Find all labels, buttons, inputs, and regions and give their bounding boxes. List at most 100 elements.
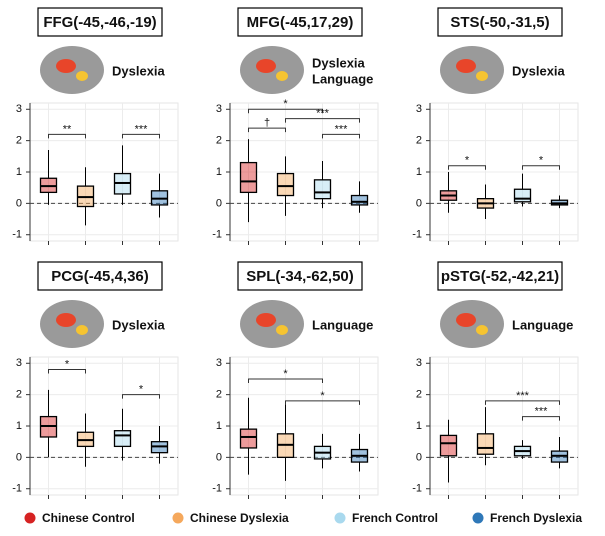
y-tick-label: 2 [216,389,222,401]
y-tick-label: 1 [16,420,22,432]
y-tick-label: 0 [216,451,222,463]
y-tick-label: 0 [16,197,22,209]
y-tick-label: 0 [416,451,422,463]
panel-title: STS(-50,-31,5) [450,14,549,31]
activation [76,71,88,81]
y-tick-label: 2 [16,389,22,401]
title-box [37,261,163,291]
y-tick-label: 1 [216,166,222,178]
y-tick-label: 1 [16,166,22,178]
y-tick-label: 2 [216,135,222,147]
y-tick-label: 0 [216,197,222,209]
significance-bracket [522,165,560,170]
legend-label: Chinese Dyslexia [190,511,289,525]
annotation: Language [312,317,373,332]
activation [276,325,288,335]
y-tick-label: -1 [12,229,22,241]
y-tick-label: -1 [412,483,422,495]
box [239,161,258,194]
y-tick-label: 0 [16,451,22,463]
panel: pSTG(-52,-42,21) Language -1 0 1 2 3 *** *** [412,261,579,499]
legend-marker [334,512,346,524]
significance-label: * [283,98,288,110]
panel: PCG(-45,4,36) Dyslexia -1 0 1 2 3 * * [12,261,179,499]
legend-marker [172,512,184,524]
activation [256,59,276,73]
panel-title: SPL(-34,-62,50) [246,268,354,285]
y-tick-label: 3 [416,357,422,369]
annotation: Dyslexia [112,63,166,78]
significance-bracket [285,400,360,405]
activation [456,59,476,73]
annotation: Dyslexia [112,317,166,332]
annotation: Dyslexia [312,55,366,70]
legend-marker [24,512,36,524]
legend-label: Chinese Control [42,511,135,525]
y-tick-label: 3 [16,103,22,115]
y-tick-label: -1 [12,483,22,495]
box [276,172,295,197]
box [313,179,332,200]
title-box [237,7,363,37]
panel: STS(-50,-31,5) Dyslexia -1 0 1 2 3 * * [412,7,579,245]
significance-bracket [322,133,360,139]
significance-bracket [448,165,486,170]
box [239,428,258,449]
significance-label: ** [63,123,72,135]
significance-label: *** [516,390,530,402]
significance-label: * [139,384,144,396]
significance-label: * [283,368,288,380]
panel-title: MFG(-45,17,29) [247,14,354,31]
activation [276,71,288,81]
significance-label: * [320,390,325,402]
legend: Chinese Control Chinese Dyslexia French Co… [24,511,582,525]
significance-bracket [485,400,560,405]
significance-bracket [248,108,323,114]
title-box [437,7,563,37]
significance-label: * [465,155,470,167]
significance-bracket [48,133,86,139]
activation [476,325,488,335]
panel-title: pSTG(-52,-42,21) [441,268,559,285]
panel: SPL(-34,-62,50) Language -1 0 1 2 3 * * [212,261,379,499]
title-box [237,261,363,291]
annotation: Dyslexia [512,63,566,78]
annotation: Language [512,317,573,332]
y-tick-label: 0 [416,197,422,209]
activation [76,325,88,335]
y-tick-label: 3 [216,357,222,369]
significance-bracket [48,369,86,374]
activation [256,313,276,327]
activation [56,313,76,327]
y-tick-label: 2 [16,135,22,147]
significance-label: † [264,117,270,129]
y-tick-label: 3 [16,357,22,369]
significance-label: * [539,155,544,167]
significance-bracket [122,133,160,139]
significance-bracket [285,118,360,123]
box [513,188,532,203]
activation [56,59,76,73]
y-tick-label: 2 [416,135,422,147]
significance-label: *** [135,123,149,135]
significance-bracket [248,378,323,383]
significance-label: *** [316,108,330,120]
significance-label: * [65,358,70,370]
y-tick-label: -1 [212,229,222,241]
y-tick-label: -1 [412,229,422,241]
significance-bracket [522,416,560,421]
significance-bracket [248,127,286,133]
y-tick-label: 3 [416,103,422,115]
legend-marker [472,512,484,524]
activation [456,313,476,327]
significance-bracket [122,394,160,399]
title-box [37,7,163,37]
box [439,434,458,457]
y-tick-label: 1 [416,166,422,178]
panel-title: PCG(-45,4,36) [51,268,149,285]
significance-label: *** [535,405,549,417]
legend-label: French Control [352,511,438,525]
